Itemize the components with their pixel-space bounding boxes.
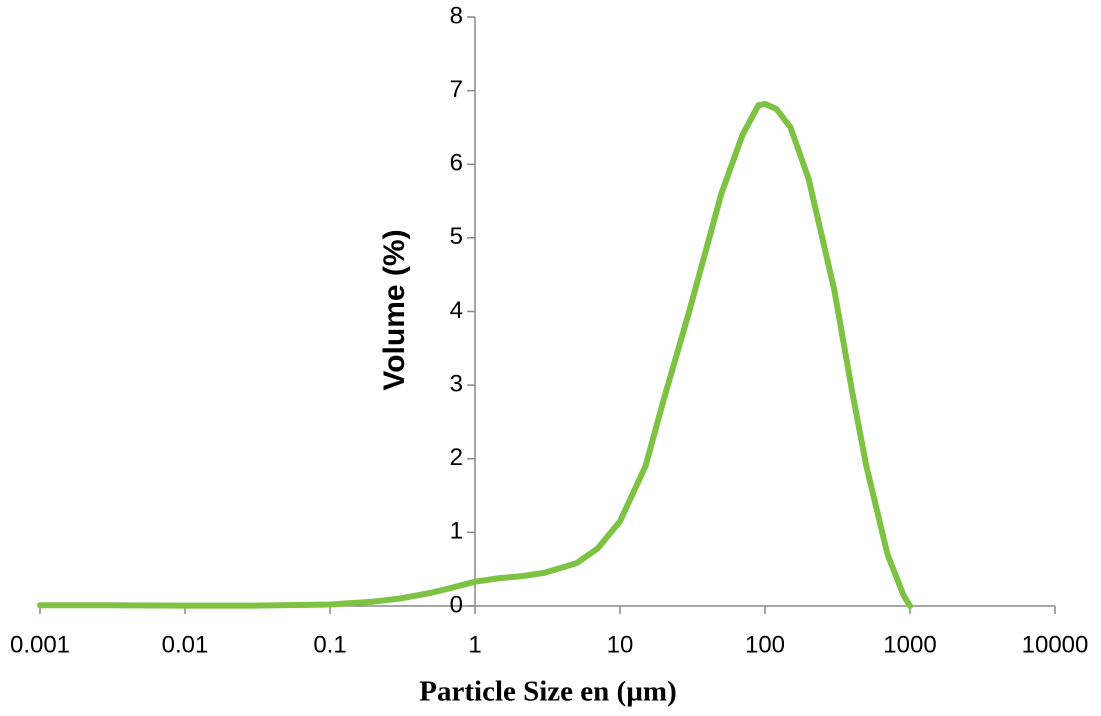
data-line (40, 104, 1055, 606)
x-tick-label: 0.001 (10, 631, 70, 658)
y-tick-label: 7 (450, 76, 463, 103)
x-tick-label: 10000 (1022, 631, 1089, 658)
y-tick-label: 8 (450, 2, 463, 29)
y-tick-label: 0 (450, 591, 463, 618)
y-tick-label: 3 (450, 370, 463, 397)
y-tick-label: 2 (450, 444, 463, 471)
y-axis-title: Volume (%) (378, 229, 411, 390)
x-tick-label: 100 (745, 631, 785, 658)
y-tick-label: 5 (450, 223, 463, 250)
x-tick-label: 10 (607, 631, 634, 658)
y-tick-label: 6 (450, 150, 463, 177)
x-tick-label: 0.01 (162, 631, 209, 658)
x-tick-label: 1 (468, 631, 481, 658)
y-tick-label: 1 (450, 518, 463, 545)
x-tick-label: 1000 (883, 631, 936, 658)
y-tick-label: 4 (450, 297, 463, 324)
x-axis-title: Particle Size en (µm) (419, 676, 676, 708)
x-tick-label: 0.1 (313, 631, 346, 658)
